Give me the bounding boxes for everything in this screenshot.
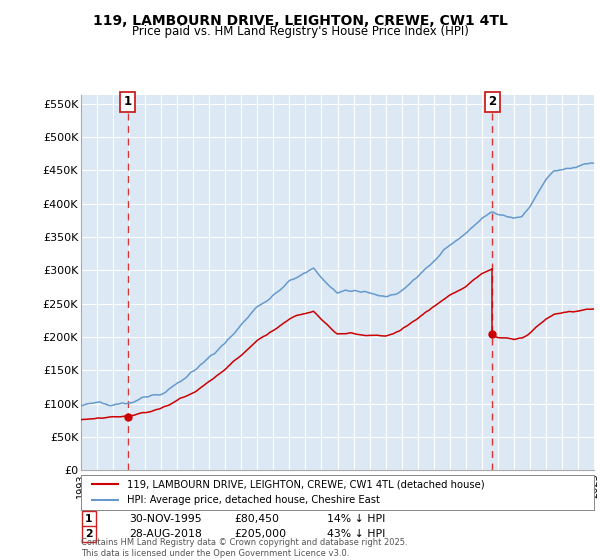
Text: 119, LAMBOURN DRIVE, LEIGHTON, CREWE, CW1 4TL (detached house): 119, LAMBOURN DRIVE, LEIGHTON, CREWE, CW…: [127, 479, 485, 489]
Text: 14% ↓ HPI: 14% ↓ HPI: [327, 514, 385, 524]
Text: 1: 1: [124, 95, 132, 108]
Text: 2: 2: [85, 529, 92, 539]
Text: 1: 1: [85, 514, 92, 524]
Text: 30-NOV-1995: 30-NOV-1995: [129, 514, 202, 524]
Text: Price paid vs. HM Land Registry's House Price Index (HPI): Price paid vs. HM Land Registry's House …: [131, 25, 469, 38]
Text: 119, LAMBOURN DRIVE, LEIGHTON, CREWE, CW1 4TL: 119, LAMBOURN DRIVE, LEIGHTON, CREWE, CW…: [92, 14, 508, 28]
Text: £80,450: £80,450: [234, 514, 279, 524]
Text: HPI: Average price, detached house, Cheshire East: HPI: Average price, detached house, Ches…: [127, 495, 380, 505]
Text: Contains HM Land Registry data © Crown copyright and database right 2025.
This d: Contains HM Land Registry data © Crown c…: [81, 538, 407, 558]
Text: 43% ↓ HPI: 43% ↓ HPI: [327, 529, 385, 539]
Text: 28-AUG-2018: 28-AUG-2018: [129, 529, 202, 539]
Text: £205,000: £205,000: [234, 529, 286, 539]
Text: 2: 2: [488, 95, 496, 108]
